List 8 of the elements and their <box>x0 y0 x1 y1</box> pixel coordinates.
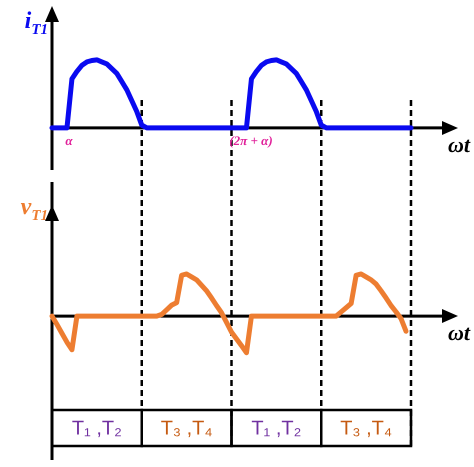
text: T₃ ,T₄ <box>340 418 392 440</box>
x-axis-title: ωt <box>448 320 471 346</box>
text: T₁ ,T₂ <box>251 418 302 440</box>
text: T₃ ,T₄ <box>160 418 213 440</box>
text: (2π + α) <box>229 132 273 148</box>
x-axis-title: ωt <box>448 132 471 157</box>
text: T₁ ,T₂ <box>72 418 122 440</box>
text: α <box>65 132 74 148</box>
